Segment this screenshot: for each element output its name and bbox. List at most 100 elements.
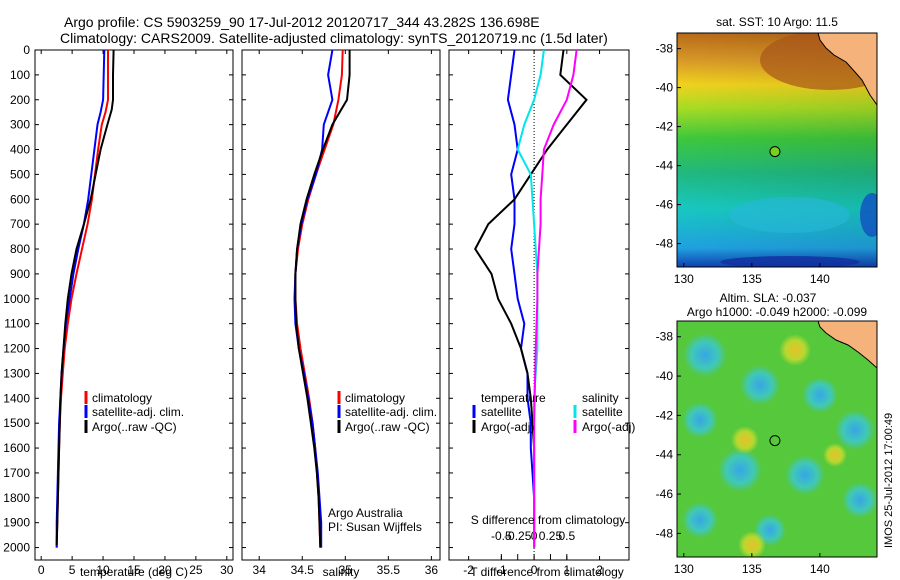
s-diff-tick-label: 0.25 — [539, 529, 563, 543]
depth-tick-label: 300 — [10, 118, 30, 132]
salinity-ticks: 34 34.5 35 35.5 36 — [253, 50, 439, 577]
sla-blob — [802, 377, 838, 413]
lat-tick-label: -40 — [656, 369, 674, 383]
lon-tick-label: 140 — [810, 272, 830, 286]
temperature-legend: climatology satellite-adj. clim. Argo(..… — [84, 391, 184, 434]
sst-cool-patch-east — [860, 193, 877, 237]
sla-warm-patch — [738, 531, 766, 557]
x-tick-label: 0 — [38, 563, 45, 577]
depth-tick-label: 2000 — [3, 541, 30, 555]
lat-tick-label: -40 — [656, 81, 674, 95]
sla-blob — [835, 410, 875, 450]
timestamp: IMOS 25-Jul-2012 17:00:49 — [883, 413, 895, 548]
depth-tick-label: 900 — [10, 267, 30, 281]
figure-title-line1: Argo profile: CS 5903259_90 17-Jul-2012 … — [64, 14, 540, 30]
lat-tick-label: -48 — [656, 237, 674, 251]
x-tick-label: 35.5 — [377, 563, 401, 577]
salinity-legend: climatology satellite-adj. clim. Argo(..… — [337, 391, 437, 434]
lon-tick-label: 130 — [674, 272, 694, 286]
x-tick-label: 0 — [531, 563, 538, 577]
sla-blob — [682, 402, 718, 438]
salinity-xlabel: salinity — [323, 565, 360, 579]
s-difference-xlabel: S difference from climatology — [471, 513, 626, 527]
legend-label-t-satellite: satellite — [481, 405, 522, 419]
lat-tick-label: -38 — [656, 42, 674, 56]
sla-map-frame — [676, 320, 878, 558]
sla-warm-patch — [731, 426, 759, 454]
x-tick-label: -2 — [463, 563, 474, 577]
legend-header-temperature: temperature — [481, 391, 546, 405]
legend-label-climatology: climatology — [345, 391, 405, 405]
x-tick-label: 10 — [96, 563, 110, 577]
x-tick-label: 15 — [127, 563, 141, 577]
figure-title-line2: Climatology: CARS2009. Satellite-adjuste… — [60, 30, 608, 46]
depth-tick-label: 1300 — [3, 366, 30, 380]
depth-tick-label: 0 — [23, 43, 30, 57]
salinity-axes-box — [241, 49, 441, 561]
temperature-axes-box — [34, 49, 234, 561]
program-note-line1: Argo Australia — [328, 506, 403, 520]
x-tick-label: 34.5 — [291, 563, 315, 577]
legend-label-s-argo: Argo(-adj) — [582, 420, 635, 434]
depth-tick-label: 800 — [10, 242, 30, 256]
x-tick-label: 2 — [596, 563, 603, 577]
legend-header-salinity: salinity — [582, 391, 619, 405]
sla-blob — [718, 448, 762, 492]
sla-map-field — [677, 321, 877, 557]
lat-tick-label: -46 — [656, 487, 674, 501]
sla-warm-patch — [779, 334, 811, 366]
difference-depth-ticks — [449, 49, 629, 549]
x-tick-label: 25 — [189, 563, 203, 577]
x-tick-label: 34 — [253, 563, 267, 577]
legend-label-argo: Argo(..raw -QC) — [345, 420, 430, 434]
depth-tick-label: 1500 — [3, 416, 30, 430]
lat-tick-label: -44 — [656, 159, 674, 173]
lon-tick-label: 140 — [810, 562, 830, 576]
sla-land — [817, 321, 877, 369]
sla-warm-patch — [823, 443, 847, 467]
depth-tick-label: 1700 — [3, 466, 30, 480]
difference-series — [474, 50, 588, 548]
lat-tick-label: -44 — [656, 448, 674, 462]
t-difference-xlabel: T difference from climatology — [470, 565, 624, 579]
legend-label-climatology: climatology — [92, 391, 152, 405]
sst-cold-strip — [720, 256, 860, 267]
sla-blob — [683, 333, 727, 377]
temperature-series — [55, 50, 115, 548]
lon-tick-label: 135 — [742, 562, 762, 576]
series-line-argo-raw-qc- — [294, 50, 351, 548]
depth-tick-label: 100 — [10, 68, 30, 82]
depth-tick-label: 600 — [10, 192, 30, 206]
x-tick-label: -1 — [496, 563, 507, 577]
x-tick-label: 1 — [563, 563, 570, 577]
depth-tick-label: 200 — [10, 93, 30, 107]
temperature-xlabel: temperature (deg C) — [80, 565, 188, 579]
lon-tick-label: 135 — [742, 272, 762, 286]
x-tick-label: 36 — [425, 563, 439, 577]
temperature-ticks: 0 5 10 15 20 25 30 — [38, 50, 234, 577]
lat-tick-label: -38 — [656, 330, 674, 344]
s-diff-tick-label: -0.5 — [491, 529, 512, 543]
temperature-panel: 0100200300400500600700800900100011001200… — [3, 43, 234, 579]
legend-label-satellite: satellite-adj. clim. — [345, 405, 437, 419]
sla-blob — [842, 482, 877, 518]
sst-float-marker — [769, 146, 781, 158]
sst-map-field — [677, 33, 877, 267]
legend-label-s-satellite: satellite — [582, 405, 623, 419]
salinity-series — [293, 50, 351, 548]
depth-tick-label: 500 — [10, 167, 30, 181]
lat-tick-label: -48 — [656, 526, 674, 540]
sla-float-marker — [769, 435, 781, 447]
x-tick-label: 35 — [339, 563, 353, 577]
lon-tick-label: 130 — [674, 562, 694, 576]
depth-tick-label: 700 — [10, 217, 30, 231]
lat-tick-label: -46 — [656, 198, 674, 212]
depth-tick-label: 1600 — [3, 441, 30, 455]
legend-label-satellite: satellite-adj. clim. — [92, 405, 184, 419]
x-tick-label: 5 — [69, 563, 76, 577]
sla-map-subtitle: Argo h1000: -0.049 h2000: -0.099 — [687, 305, 867, 319]
sst-map-panel: sat. SST: 10 Argo: 11.5 130 135 140 -38 -40 -… — [656, 15, 878, 286]
sla-map-panel: Altim. SLA: -0.037 Argo h1000: -0.049 h2… — [656, 291, 895, 576]
depth-tick-label: 1000 — [3, 292, 30, 306]
